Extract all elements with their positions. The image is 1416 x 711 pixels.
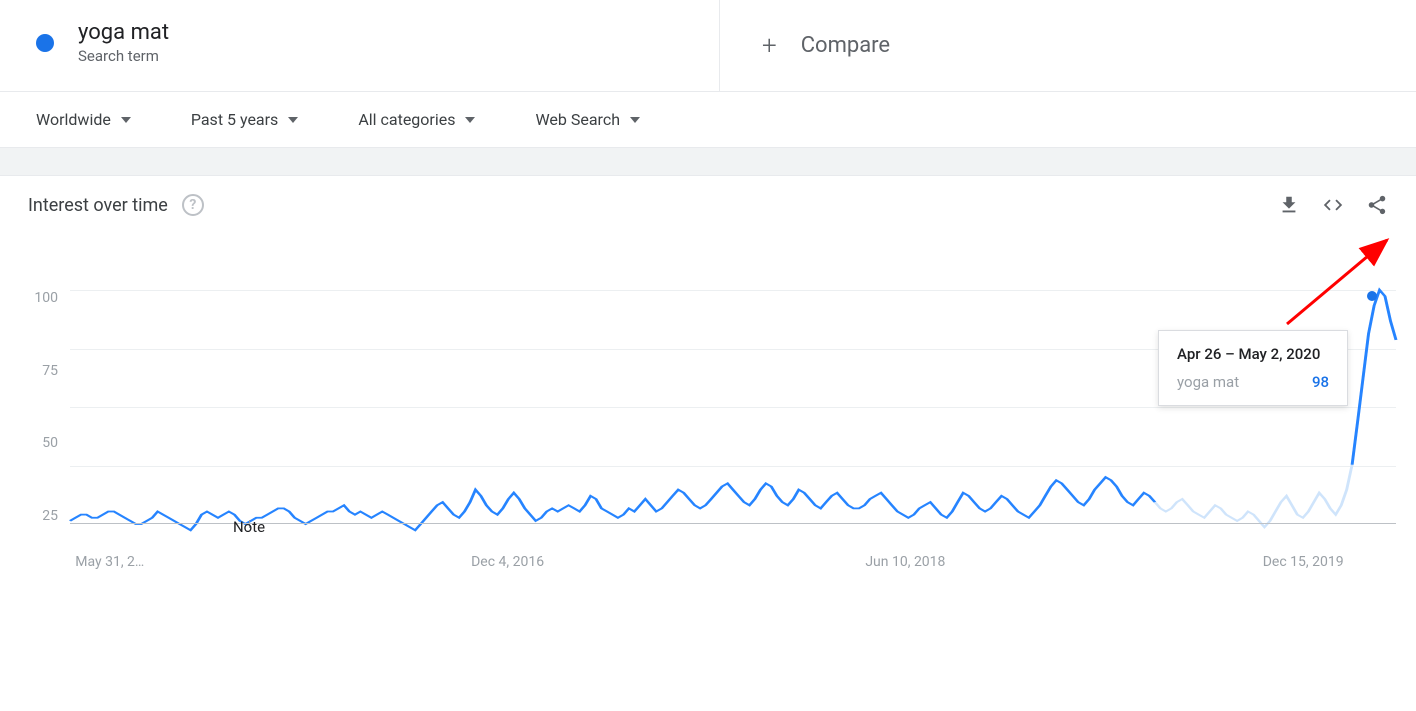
interest-over-time-card: Interest over time ? 100 75 50 25 xyxy=(0,176,1416,600)
y-tick: 75 xyxy=(28,363,58,379)
embed-icon[interactable] xyxy=(1320,194,1346,216)
share-icon[interactable] xyxy=(1366,194,1388,216)
y-tick: 25 xyxy=(28,508,58,524)
filter-region[interactable]: Worldwide xyxy=(36,110,131,129)
line-chart-svg xyxy=(70,290,1396,524)
search-term-subtitle: Search term xyxy=(78,47,169,65)
chart-tooltip: Apr 26 – May 2, 2020 yoga mat 98 xyxy=(1158,330,1348,406)
x-label: Dec 15, 2019 xyxy=(1263,554,1344,570)
x-baseline xyxy=(70,523,1396,524)
plus-icon: + xyxy=(762,31,777,61)
filter-time-label: Past 5 years xyxy=(191,110,278,129)
section-gap xyxy=(0,148,1416,176)
filter-region-label: Worldwide xyxy=(36,110,111,129)
card-title: Interest over time xyxy=(28,195,168,216)
filter-category[interactable]: All categories xyxy=(358,110,475,129)
chart-area: 100 75 50 25 May 31, 2… Dec 4, 2016 Jun … xyxy=(0,230,1416,600)
download-icon[interactable] xyxy=(1278,194,1300,216)
compare-button[interactable]: + Compare xyxy=(720,0,1416,91)
y-axis: 100 75 50 25 xyxy=(28,290,58,524)
tooltip-value: 98 xyxy=(1312,373,1329,391)
filter-search-type-label: Web Search xyxy=(535,110,620,129)
note-label: Note xyxy=(233,518,265,536)
x-label: Dec 4, 2016 xyxy=(471,554,544,570)
chart-plot[interactable] xyxy=(70,290,1396,524)
tooltip-term: yoga mat xyxy=(1177,373,1239,391)
search-term-name: yoga mat xyxy=(78,20,169,45)
y-tick: 100 xyxy=(28,290,58,306)
x-label: Jun 10, 2018 xyxy=(865,554,945,570)
search-term-text: yoga mat Search term xyxy=(78,20,169,65)
search-term-card[interactable]: yoga mat Search term xyxy=(0,0,720,91)
chart-marker-dot xyxy=(1367,291,1377,301)
chevron-down-icon xyxy=(465,117,475,123)
filter-search-type[interactable]: Web Search xyxy=(535,110,640,129)
filter-category-label: All categories xyxy=(358,110,455,129)
series-color-dot xyxy=(36,34,54,52)
y-tick: 50 xyxy=(28,435,58,451)
filter-time[interactable]: Past 5 years xyxy=(191,110,298,129)
filter-bar: Worldwide Past 5 years All categories We… xyxy=(0,92,1416,148)
chevron-down-icon xyxy=(288,117,298,123)
card-actions xyxy=(1278,194,1388,216)
card-header: Interest over time ? xyxy=(0,176,1416,230)
chevron-down-icon xyxy=(121,117,131,123)
x-label: May 31, 2… xyxy=(75,554,144,570)
compare-label: Compare xyxy=(801,33,890,58)
help-icon[interactable]: ? xyxy=(182,194,204,216)
search-terms-row: yoga mat Search term + Compare xyxy=(0,0,1416,92)
chevron-down-icon xyxy=(630,117,640,123)
tooltip-date: Apr 26 – May 2, 2020 xyxy=(1177,345,1329,363)
